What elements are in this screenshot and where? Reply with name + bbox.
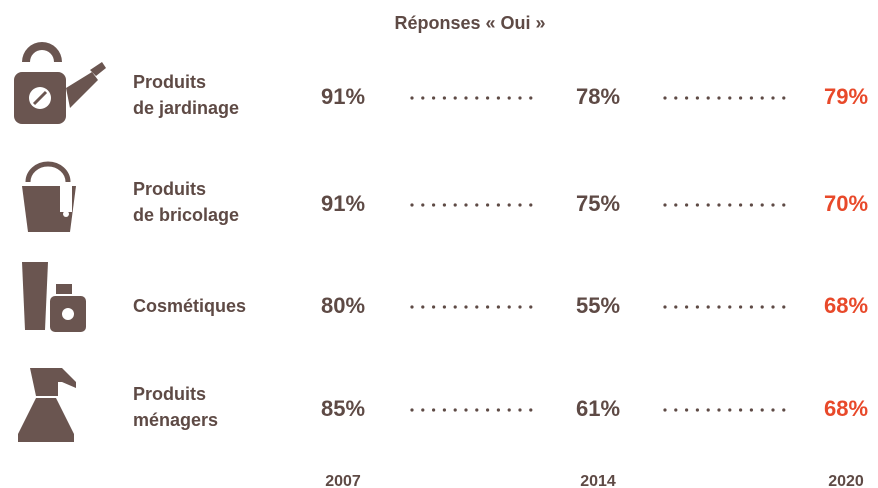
year: 2007 xyxy=(325,473,361,488)
value: 68% xyxy=(824,396,868,421)
icon-spray xyxy=(18,368,76,442)
title: Réponses « Oui » xyxy=(394,13,545,33)
row-label: Produits xyxy=(133,179,206,199)
value: 75% xyxy=(576,191,620,216)
icon-cosmetics xyxy=(22,262,86,332)
icon-paint-bucket xyxy=(22,161,76,232)
value: 91% xyxy=(321,191,365,216)
value: 61% xyxy=(576,396,620,421)
year: 2014 xyxy=(580,473,616,488)
value: 68% xyxy=(824,293,868,318)
value: 70% xyxy=(824,191,868,216)
value: 91% xyxy=(321,84,365,109)
row-label: ménagers xyxy=(133,410,218,430)
value: 79% xyxy=(824,84,868,109)
value: 78% xyxy=(576,84,620,109)
icon-watering-can xyxy=(14,42,106,124)
value: 55% xyxy=(576,293,620,318)
value: 80% xyxy=(321,293,365,318)
row-label: de bricolage xyxy=(133,205,239,225)
rows: Produits de jardinage 91% 78% 79% Produits de … xyxy=(133,72,868,488)
row-label: Cosmétiques xyxy=(133,296,246,316)
row-label: Produits xyxy=(133,72,206,92)
row-label: de jardinage xyxy=(133,98,239,118)
value: 85% xyxy=(321,396,365,421)
year: 2020 xyxy=(828,473,864,488)
row-label: Produits xyxy=(133,384,206,404)
